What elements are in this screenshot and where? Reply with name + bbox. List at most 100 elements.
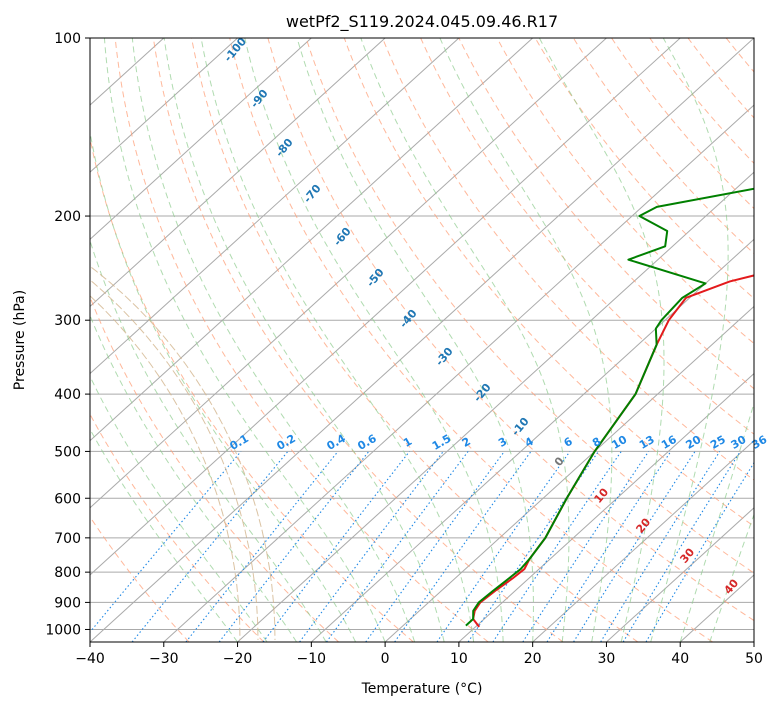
- isotherm-line: [90, 38, 607, 509]
- chart-title: wetPf2_S119.2024.045.09.46.R17: [286, 12, 558, 32]
- x-tick-label: −20: [223, 651, 253, 667]
- reference-arc: [90, 265, 276, 641]
- mixing-ratio-label: 0.2: [274, 432, 297, 453]
- dry-adiabat-line: [90, 295, 339, 642]
- mixing-ratio-label: 30: [729, 433, 749, 452]
- isotherm-line: [90, 38, 534, 442]
- y-tick-label: 700: [54, 531, 81, 547]
- mixing-ratio-line: [573, 451, 696, 642]
- moist-adiabat-line: [163, 38, 445, 642]
- dry-adiabat-label: -20: [471, 381, 494, 405]
- mixing-ratio-line: [546, 451, 672, 642]
- moist-adiabat-line: [131, 38, 416, 642]
- mixing-ratio-line: [325, 451, 469, 642]
- moist-adiabat-line: [709, 513, 754, 642]
- moist-adiabat-line: [90, 375, 268, 642]
- y-tick-label: 100: [54, 31, 81, 47]
- dry-adiabat-line: [114, 38, 489, 642]
- mixing-ratio-line: [131, 451, 289, 642]
- isotherm-line: [458, 372, 754, 642]
- dry-adiabat-line: [420, 38, 754, 435]
- y-tick-label: 600: [54, 491, 81, 507]
- dry-adiabat-line: [305, 38, 754, 574]
- y-tick-label: 300: [54, 313, 81, 329]
- reference-arc: [90, 295, 241, 641]
- isotherm-line: [606, 507, 754, 642]
- mixing-ratio-line: [436, 451, 571, 642]
- mixing-ratio-line: [394, 451, 532, 642]
- isotherm-line: [532, 439, 754, 642]
- y-axis: 100 200 300 400 500 600 700 800 900 1000: [45, 31, 90, 638]
- x-axis-label: Temperature (°C): [361, 681, 483, 697]
- x-tick-label: 50: [745, 651, 763, 667]
- moist-adiabat-line: [650, 38, 729, 642]
- sounding-series-2: [465, 187, 754, 627]
- x-tick-label: −30: [149, 651, 179, 667]
- mixing-ratio-line: [185, 451, 339, 642]
- y-tick-label: 200: [54, 209, 81, 225]
- mixing-ratio-label: 1.5: [430, 432, 453, 453]
- isotherm-line: [90, 38, 312, 241]
- dry-adiabat-line: [229, 38, 713, 642]
- dry-adiabat-line: [764, 38, 775, 642]
- x-tick-label: 30: [598, 651, 616, 667]
- x-tick-label: 10: [450, 651, 468, 667]
- mixing-ratio-line: [600, 451, 721, 642]
- moist-adiabat-line: [244, 38, 504, 642]
- isotherm-line: [90, 38, 460, 375]
- mixing-ratio-label: 25: [708, 433, 728, 452]
- dry-adiabat-label: -60: [331, 225, 354, 249]
- dry-adiabat-line: [90, 135, 414, 642]
- moist-adiabat-line: [200, 38, 475, 642]
- mixing-ratio-line: [492, 451, 622, 642]
- mixing-ratio-label: 1: [401, 435, 414, 450]
- dry-adiabat-line: [382, 38, 754, 481]
- x-tick-label: 40: [671, 651, 689, 667]
- isotherm-line: [237, 171, 754, 642]
- x-tick-label: 0: [381, 651, 390, 667]
- isotherm-line: [310, 238, 754, 642]
- y-tick-label: 800: [54, 565, 81, 581]
- dry-adiabat-label: -30: [433, 345, 456, 369]
- dry-adiabat-line: [687, 38, 754, 119]
- moist-adiabat-label: 20: [633, 515, 653, 535]
- dry-adiabat-line: [90, 413, 265, 642]
- dry-adiabat-label: -80: [273, 136, 296, 160]
- dry-adiabat-label: -90: [248, 87, 271, 111]
- dry-adiabat-label: -40: [397, 307, 420, 331]
- mixing-ratio-label: 36: [749, 433, 769, 452]
- moist-adiabat-line: [90, 129, 357, 642]
- isotherm-line: [384, 305, 754, 642]
- dry-adiabat-line: [152, 38, 564, 642]
- sounding-series-1: [472, 274, 754, 628]
- mixing-ratio-line: [299, 451, 444, 642]
- isotherm-line: [90, 38, 386, 308]
- series-layer: [465, 187, 754, 628]
- y-tick-label: 400: [54, 387, 81, 403]
- moist-adiabat-line: [538, 38, 665, 642]
- x-tick-label: −40: [75, 651, 105, 667]
- isotherm-line: [163, 104, 754, 642]
- moist-adiabat-label: 30: [677, 545, 697, 565]
- dry-adiabat-line: [267, 38, 754, 622]
- mixing-ratio-label: 6: [562, 435, 575, 450]
- dry-adiabat-label: -50: [364, 266, 387, 290]
- grid: [90, 38, 754, 642]
- moist-adiabat-line: [679, 401, 754, 642]
- dry-adiabat-label: -70: [301, 182, 324, 206]
- moist-adiabat-line: [90, 314, 298, 642]
- mixing-ratio-label: 13: [637, 433, 657, 452]
- moist-adiabat-label: 40: [721, 576, 741, 596]
- dry-adiabat-line: [496, 38, 754, 345]
- dry-adiabat-line: [649, 38, 754, 165]
- dry-adiabat-line: [191, 38, 639, 642]
- y-axis-label: Pressure (hPa): [12, 290, 28, 390]
- moist-adiabat-line: [296, 38, 534, 642]
- moist-adiabat-line: [103, 38, 386, 642]
- reference-labels: 0.1 0.2 0.4 0.6 1 1.5 2 3 4 6 8 10 13 16 20 25 30 36-100-…: [221, 35, 769, 597]
- isotherm-line: [753, 641, 754, 642]
- x-axis: −40 −30 −20 −10 0 10 20 30 40 50: [75, 642, 763, 667]
- y-tick-label: 900: [54, 595, 81, 611]
- x-tick-label: −10: [297, 651, 327, 667]
